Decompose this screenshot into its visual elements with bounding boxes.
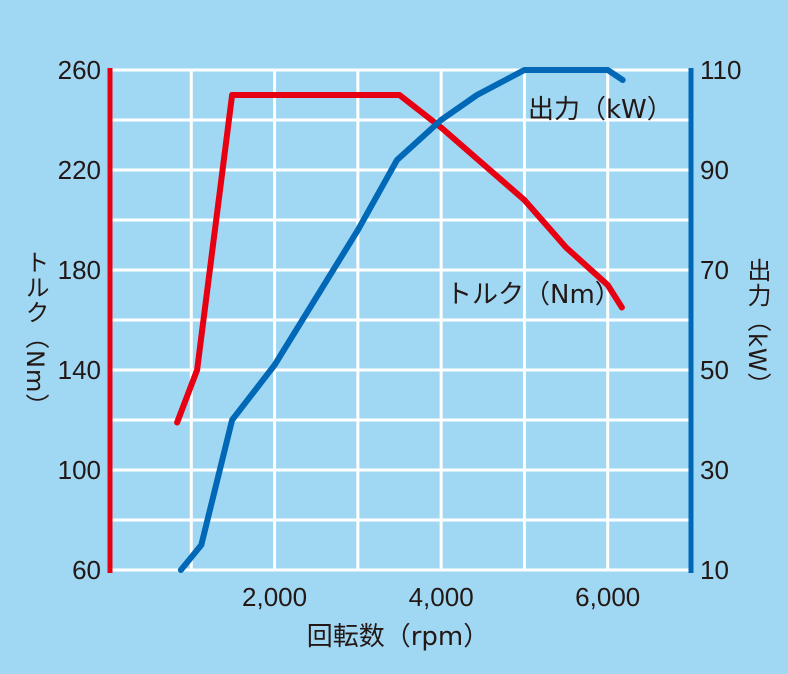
- x-tick-label: 2,000: [242, 582, 307, 612]
- left-tick-label: 220: [58, 155, 101, 185]
- x-tick-label: 4,000: [409, 582, 474, 612]
- power-series-label: 出力（kW）: [528, 95, 673, 125]
- left-tick-label: 260: [58, 55, 101, 85]
- grid-lines: [108, 68, 691, 572]
- right-tick-label: 90: [700, 155, 729, 185]
- left-tick-label: 140: [58, 355, 101, 385]
- power-curve: [177, 67, 626, 573]
- data-series: [174, 67, 626, 573]
- right-tick-label: 10: [700, 555, 729, 585]
- axes: [107, 68, 694, 573]
- torque-series-label: トルク（Nm）: [446, 280, 621, 310]
- right-axis-title: 出力（kW）: [743, 258, 771, 398]
- left-tick-label: 60: [72, 555, 101, 585]
- right-tick-label: 30: [700, 455, 729, 485]
- left-tick-label: 180: [58, 255, 101, 285]
- left-axis-title: トルク（Nm）: [21, 250, 49, 419]
- x-axis-title: 回転数（rpm）: [307, 622, 490, 652]
- right-tick-label: 110: [700, 55, 741, 85]
- right-tick-label: 70: [700, 255, 729, 285]
- torque-curve: [174, 92, 625, 426]
- left-tick-label: 100: [58, 455, 101, 485]
- x-tick-label: 6,000: [575, 582, 640, 612]
- right-tick-label: 50: [700, 355, 729, 385]
- tick-labels: 60 100 140 180 220 260 10 30 50 70 90 110 2,000 4,000…: [58, 55, 742, 612]
